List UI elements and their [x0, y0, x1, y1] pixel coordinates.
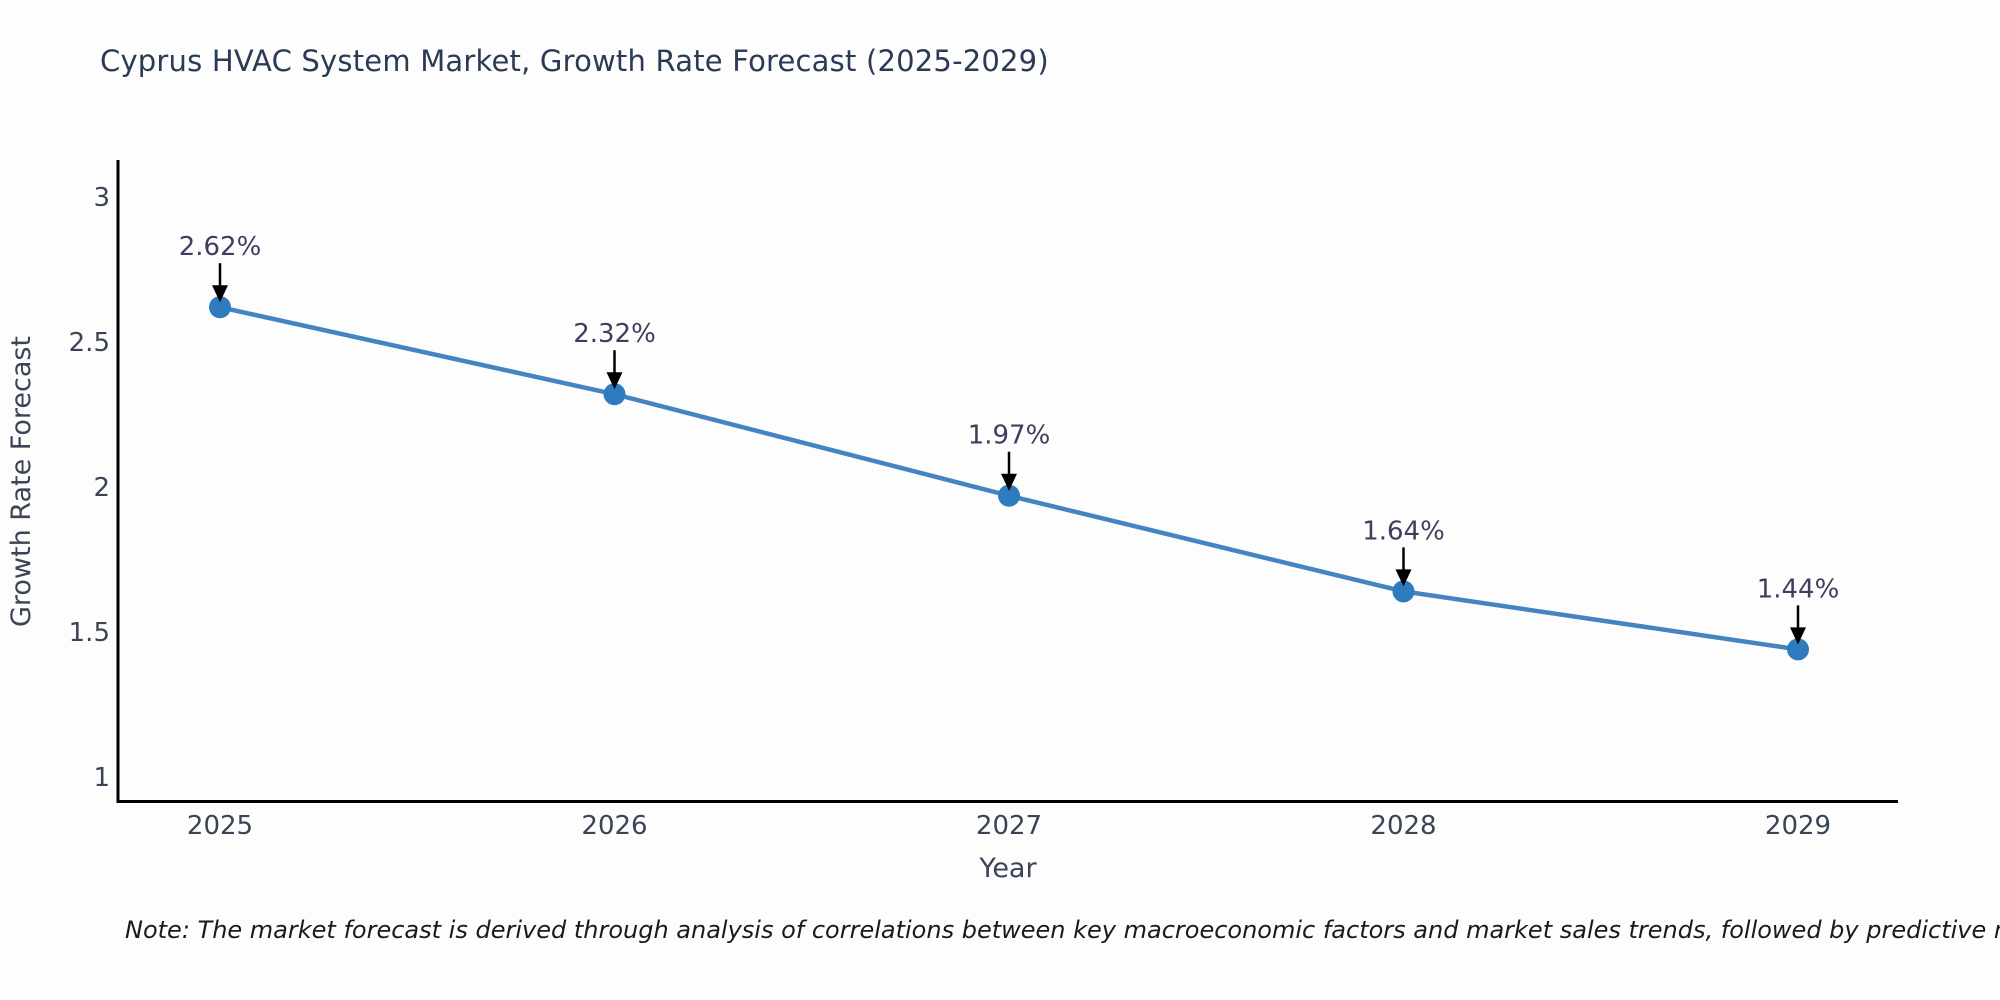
annotation-arrow-head	[606, 372, 623, 390]
annotation-arrow-head	[1395, 569, 1412, 587]
x-tick-label: 2026	[581, 811, 647, 841]
x-tick-label: 2029	[1765, 811, 1831, 841]
annotation-arrow-head	[212, 285, 228, 303]
x-tick-label: 2025	[187, 811, 253, 841]
y-tick-label: 2	[93, 473, 110, 503]
x-tick-label: 2027	[976, 811, 1042, 841]
annotation-arrow-head	[1001, 473, 1017, 491]
point-value-label: 2.32%	[573, 319, 656, 349]
x-axis-title: Year	[978, 853, 1037, 884]
y-tick-label: 2.5	[69, 328, 110, 358]
y-tick-label: 3	[93, 183, 110, 213]
chart-footnote: Note: The market forecast is derived thr…	[125, 916, 2000, 944]
annotation-arrow-head	[1790, 627, 1806, 645]
point-value-label: 2.62%	[179, 232, 262, 262]
data-point-marker	[998, 484, 1020, 507]
data-point-marker	[1392, 580, 1415, 603]
point-value-label: 1.44%	[1757, 574, 1840, 604]
y-tick-label: 1.5	[69, 618, 110, 648]
point-value-label: 1.64%	[1362, 516, 1445, 546]
y-tick-label: 1	[93, 763, 110, 793]
y-axis-title: Growth Rate Forecast	[6, 336, 37, 627]
data-point-marker	[209, 296, 231, 319]
x-tick-label: 2028	[1370, 811, 1436, 841]
point-value-label: 1.97%	[968, 421, 1051, 451]
axis-spines	[116, 160, 1898, 803]
data-point-marker	[603, 383, 626, 406]
data-point-marker	[1787, 638, 1809, 661]
chart-title: Cyprus HVAC System Market, Growth Rate F…	[100, 44, 1049, 78]
